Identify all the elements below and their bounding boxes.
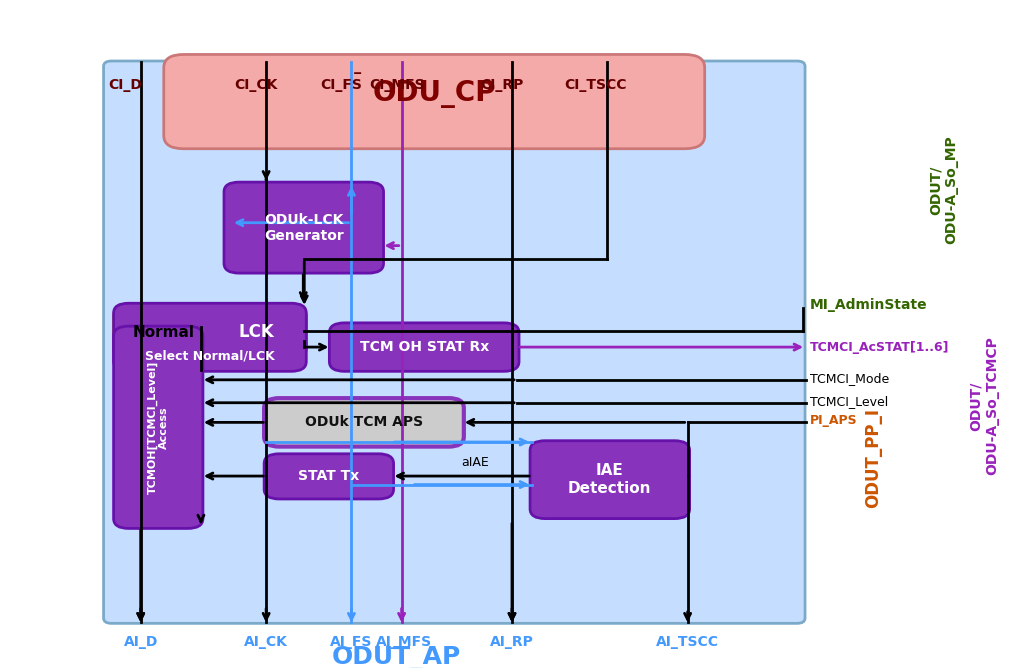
Text: LCK: LCK [239, 323, 274, 341]
Text: STAT Tx: STAT Tx [298, 470, 359, 484]
Text: AI_MFS: AI_MFS [376, 635, 432, 649]
Text: CI_MFS: CI_MFS [369, 78, 424, 92]
Text: CI_TSCC: CI_TSCC [564, 78, 627, 92]
Text: ODUk TCM APS: ODUk TCM APS [305, 415, 423, 430]
Text: AI_RP: AI_RP [490, 635, 534, 649]
Text: AI_CK: AI_CK [244, 635, 288, 649]
FancyBboxPatch shape [264, 398, 464, 447]
Text: ODUT/
ODU-A_So_MP: ODUT/ ODU-A_So_MP [929, 136, 958, 244]
FancyBboxPatch shape [103, 61, 805, 623]
Text: IAE
Detection: IAE Detection [568, 464, 651, 496]
FancyBboxPatch shape [114, 303, 306, 371]
FancyBboxPatch shape [114, 326, 203, 528]
FancyBboxPatch shape [114, 307, 213, 358]
Text: AI_FS: AI_FS [331, 635, 373, 649]
Text: ODUT/
ODU-A_So_TCMCP: ODUT/ ODU-A_So_TCMCP [969, 337, 998, 476]
Text: aIAE: aIAE [461, 456, 488, 470]
Text: MI_AdminState: MI_AdminState [810, 297, 928, 311]
Text: TCMOH[TCMCI_Level]
Access: TCMOH[TCMCI_Level] Access [147, 361, 169, 494]
FancyBboxPatch shape [264, 454, 393, 499]
Text: ODUT_AP: ODUT_AP [332, 646, 461, 668]
Text: CI_FS: CI_FS [321, 78, 362, 92]
Text: Normal: Normal [132, 325, 195, 340]
FancyBboxPatch shape [530, 441, 689, 518]
Text: TCMCI_AcSTAT[1..6]: TCMCI_AcSTAT[1..6] [810, 341, 949, 353]
Text: ODUT_PP_I: ODUT_PP_I [864, 408, 883, 508]
Text: TCMCI_Mode: TCMCI_Mode [810, 372, 889, 385]
Text: CI_CK: CI_CK [234, 78, 278, 92]
Text: ODUk-LCK
Generator: ODUk-LCK Generator [264, 212, 344, 242]
FancyBboxPatch shape [164, 55, 705, 149]
Text: Select Normal/LCK: Select Normal/LCK [145, 349, 274, 362]
FancyBboxPatch shape [224, 182, 384, 273]
Text: CI_RP: CI_RP [480, 78, 523, 92]
Text: TCMCI_Level: TCMCI_Level [810, 395, 888, 408]
Text: ODU_CP: ODU_CP [373, 80, 496, 108]
Text: PI_APS: PI_APS [810, 414, 858, 427]
Text: AI_TSCC: AI_TSCC [656, 635, 719, 649]
FancyBboxPatch shape [207, 307, 306, 358]
Text: AI_D: AI_D [124, 635, 158, 649]
FancyBboxPatch shape [330, 323, 519, 371]
Text: CI_D: CI_D [109, 78, 142, 92]
Text: TCM OH STAT Rx: TCM OH STAT Rx [359, 340, 488, 354]
